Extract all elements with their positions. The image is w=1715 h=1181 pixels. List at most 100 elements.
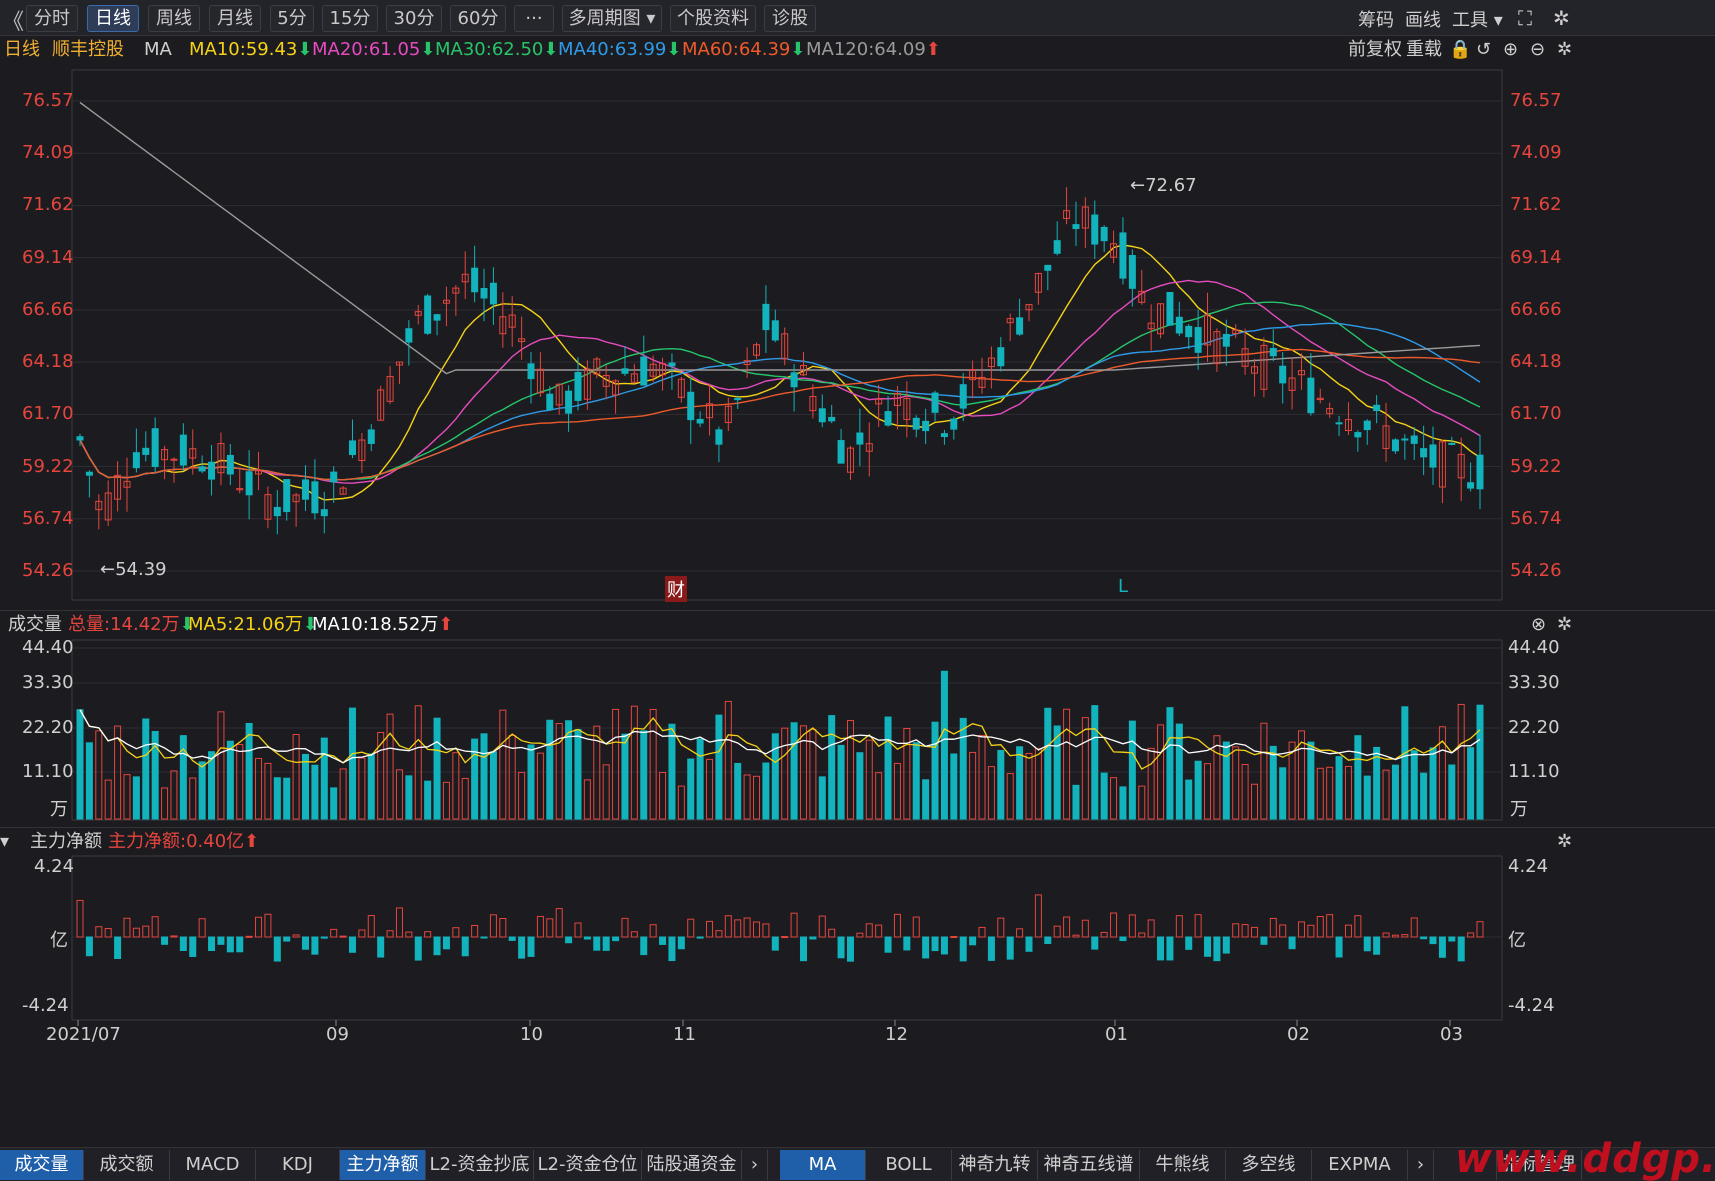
candle-body bbox=[386, 375, 394, 402]
chip-button[interactable]: 筹码 bbox=[1358, 10, 1394, 31]
volume-bar bbox=[208, 751, 216, 820]
close-volume-icon[interactable]: ⊗ bbox=[1531, 614, 1547, 635]
price-tick-left: 59.22 bbox=[22, 455, 74, 477]
period-tab-60min[interactable]: 60分 bbox=[450, 5, 506, 32]
tab-turnover[interactable]: 成交额 bbox=[84, 1150, 170, 1180]
more-periods-button[interactable]: ··· bbox=[514, 5, 554, 32]
tab-expma[interactable]: EXPMA bbox=[1312, 1150, 1408, 1180]
tab-l2-bottom[interactable]: L2-资金抄底 bbox=[426, 1150, 534, 1180]
candle-body bbox=[959, 384, 967, 409]
candle-body bbox=[922, 420, 930, 432]
tab-boll[interactable]: BOLL bbox=[866, 1150, 952, 1180]
mainflow-bar bbox=[1232, 923, 1240, 938]
mainflow-bar bbox=[1081, 919, 1089, 938]
mainflow-bar bbox=[771, 936, 779, 951]
candle-body bbox=[442, 299, 450, 304]
candle-body bbox=[668, 362, 676, 367]
candle-body bbox=[264, 494, 272, 520]
candle-body bbox=[217, 443, 225, 474]
collapse-left-icon[interactable]: 《 bbox=[2, 10, 25, 35]
multi-period-dropdown[interactable]: 多周期图 ▾ bbox=[562, 5, 662, 32]
tab-magic-nine[interactable]: 神奇九转 bbox=[952, 1150, 1038, 1180]
mainflow-bar bbox=[1222, 936, 1230, 954]
candle-body bbox=[245, 471, 253, 496]
settings-gear-icon[interactable]: ✲ bbox=[1557, 39, 1573, 60]
tab-macd[interactable]: MACD bbox=[170, 1150, 256, 1180]
candle-body bbox=[76, 436, 84, 441]
candle-body bbox=[1457, 453, 1465, 479]
tab-kdj[interactable]: KDJ bbox=[256, 1150, 340, 1180]
candle-body bbox=[508, 314, 516, 328]
mainflow-settings-icon[interactable]: ✲ bbox=[1557, 831, 1573, 852]
volume-bar bbox=[1260, 722, 1268, 820]
flow-axis-bottom-right: -4.24 bbox=[1508, 995, 1555, 1016]
period-tab-5min[interactable]: 5分 bbox=[270, 5, 314, 32]
volume-settings-icon[interactable]: ✲ bbox=[1557, 614, 1573, 635]
candle-body bbox=[1025, 304, 1033, 311]
volume-bar bbox=[339, 768, 347, 820]
mainflow-label: 主力净额 bbox=[30, 831, 102, 852]
candle-body bbox=[1100, 226, 1108, 242]
draw-line-button[interactable]: 画线 bbox=[1405, 10, 1441, 31]
candle-body bbox=[828, 416, 836, 422]
diagnose-button[interactable]: 诊股 bbox=[764, 5, 816, 32]
tab-mainflow[interactable]: 主力净额 bbox=[340, 1150, 426, 1180]
tab-ma[interactable]: MA bbox=[780, 1150, 866, 1180]
tab-l2-position[interactable]: L2-资金仓位 bbox=[534, 1150, 642, 1180]
candle-body bbox=[1063, 210, 1071, 219]
tab-volume[interactable]: 成交量 bbox=[0, 1150, 84, 1180]
tools-dropdown[interactable]: 工具 ▾ bbox=[1452, 10, 1503, 31]
l-marker[interactable]: L bbox=[1118, 576, 1129, 597]
period-tab-monthly[interactable]: 月线 bbox=[209, 5, 261, 32]
volume-bar bbox=[706, 758, 714, 820]
tab-long-short[interactable]: 多空线 bbox=[1226, 1150, 1312, 1180]
tabs-next-icon-right[interactable]: › bbox=[1408, 1150, 1434, 1180]
candle-body bbox=[1269, 348, 1277, 357]
candle-body bbox=[1382, 425, 1390, 449]
volume-bar bbox=[912, 742, 920, 820]
mainflow-bar bbox=[123, 917, 131, 938]
volume-bar bbox=[1138, 785, 1146, 820]
volume-bar bbox=[1335, 756, 1343, 820]
mainflow-bar bbox=[865, 923, 873, 938]
volume-bar bbox=[1119, 786, 1127, 820]
volume-bar bbox=[856, 752, 864, 820]
zoom-in-icon[interactable]: ⊕ bbox=[1503, 39, 1519, 60]
mainflow-bar bbox=[959, 936, 967, 962]
candle-body bbox=[875, 398, 883, 405]
volume-bar bbox=[302, 753, 310, 820]
mainflow-bar bbox=[114, 936, 122, 959]
indicator-manage-button[interactable]: 指标管理 bbox=[1496, 1150, 1582, 1180]
stock-info-button[interactable]: 个股资料 bbox=[670, 5, 756, 32]
candle-body bbox=[1222, 333, 1230, 347]
tab-magic-five[interactable]: 神奇五线谱 bbox=[1038, 1150, 1140, 1180]
mainflow-bar bbox=[659, 936, 667, 945]
fullscreen-icon[interactable]: ⛶ bbox=[1518, 6, 1532, 30]
lock-icon[interactable]: 🔒 bbox=[1449, 39, 1472, 60]
mainflow-bar bbox=[696, 936, 704, 939]
reload-button[interactable]: 重载 bbox=[1406, 39, 1442, 60]
zoom-out-icon[interactable]: ⊖ bbox=[1530, 39, 1546, 60]
volume-bar bbox=[132, 776, 140, 820]
mainflow-bar bbox=[1279, 924, 1287, 938]
period-tab-daily[interactable]: 日线 bbox=[87, 5, 139, 32]
period-tab-30min[interactable]: 30分 bbox=[386, 5, 442, 32]
mainflow-bar bbox=[1438, 936, 1446, 958]
settings-icon[interactable]: ✲ bbox=[1553, 6, 1570, 30]
volume-bar bbox=[1222, 741, 1230, 820]
tabs-next-icon[interactable]: › bbox=[742, 1150, 768, 1180]
volume-bar bbox=[1034, 747, 1042, 820]
mainflow-bar bbox=[320, 936, 328, 939]
period-tab-fenshi[interactable]: 分时 bbox=[26, 5, 78, 32]
period-tab-15min[interactable]: 15分 bbox=[322, 5, 378, 32]
tab-northbound[interactable]: 陆股通资金 bbox=[642, 1150, 742, 1180]
tab-bull-bear[interactable]: 牛熊线 bbox=[1140, 1150, 1226, 1180]
volume-bar bbox=[264, 762, 272, 820]
period-tab-weekly[interactable]: 周线 bbox=[148, 5, 200, 32]
finance-marker[interactable]: 财 bbox=[665, 576, 687, 602]
adjust-button[interactable]: 前复权 bbox=[1348, 39, 1402, 60]
mainflow-bar bbox=[837, 936, 845, 959]
collapse-icon[interactable]: ▾ bbox=[0, 831, 10, 852]
undo-icon[interactable]: ↺ bbox=[1476, 39, 1492, 60]
